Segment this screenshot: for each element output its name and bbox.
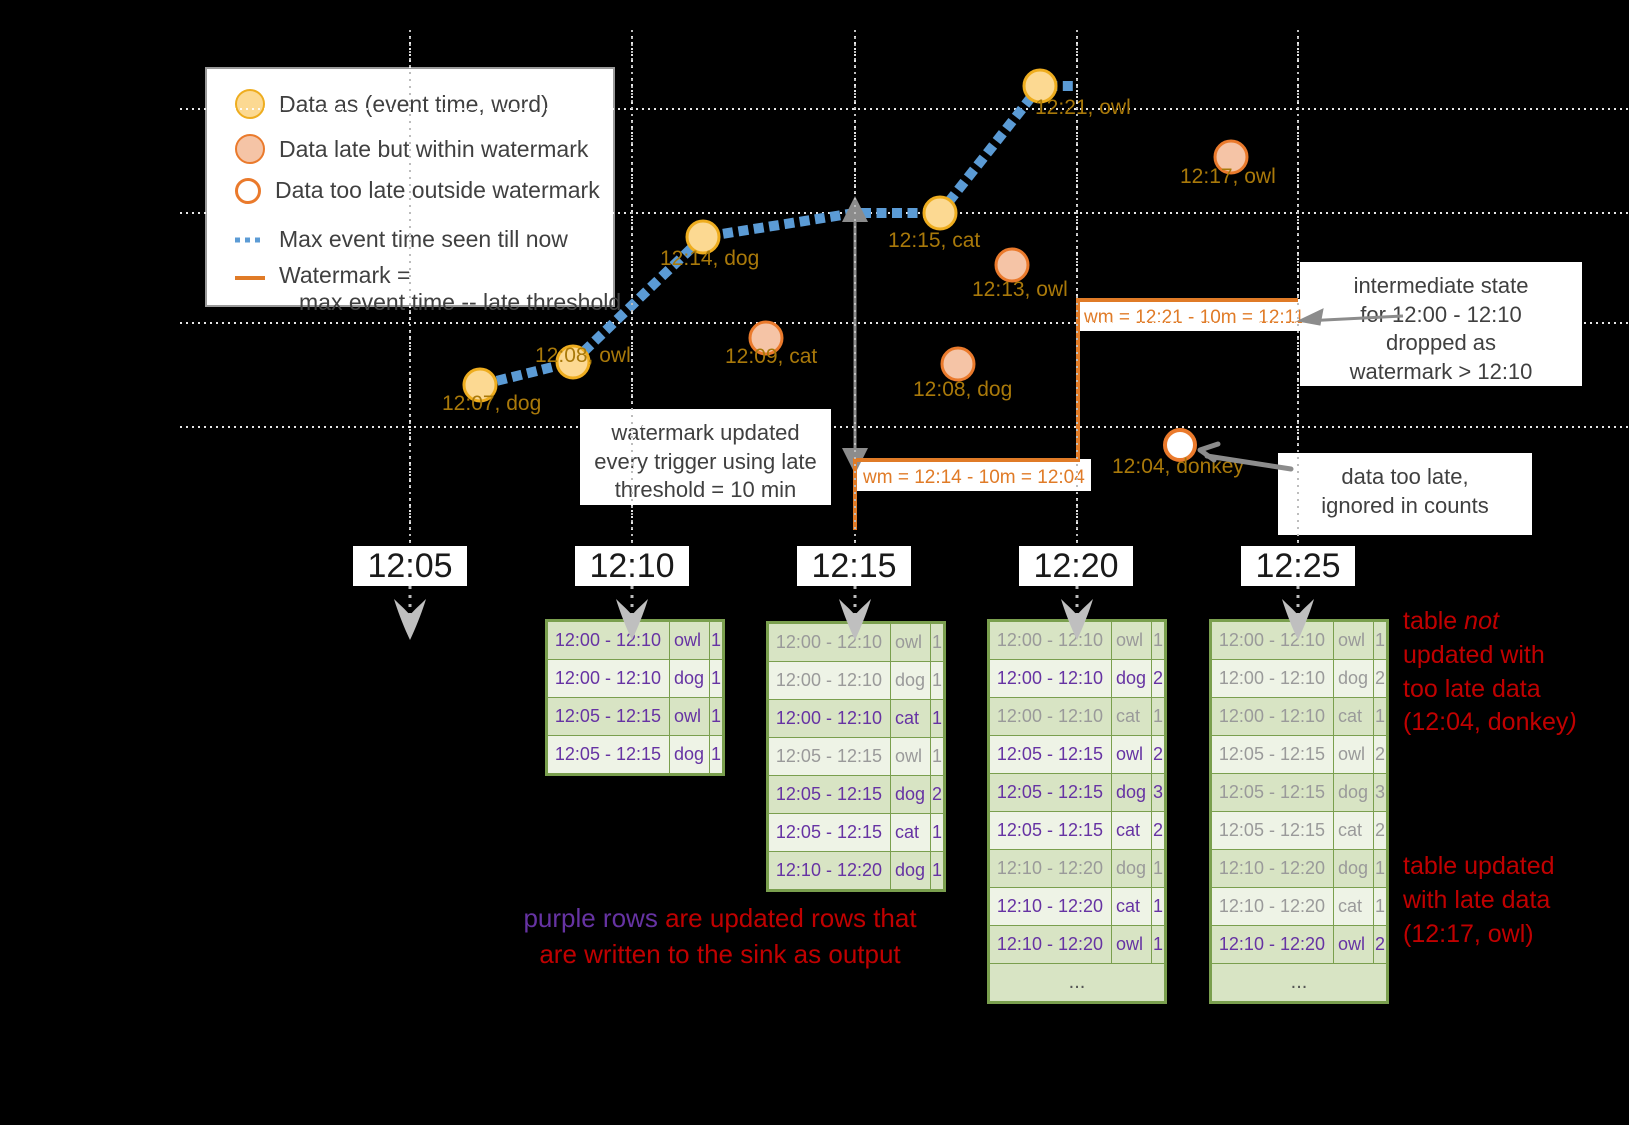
svg-text:12:09, cat: 12:09, cat xyxy=(725,345,817,368)
svg-text:12:17, owl: 12:17, owl xyxy=(1180,165,1276,188)
svg-text:12:13, owl: 12:13, owl xyxy=(972,278,1068,301)
svg-text:12:08, owl: 12:08, owl xyxy=(535,344,631,367)
svg-text:12:15, cat: 12:15, cat xyxy=(888,229,980,252)
svg-text:12:14, dog: 12:14, dog xyxy=(660,247,759,270)
svg-text:12:21, owl: 12:21, owl xyxy=(1035,96,1131,119)
svg-text:12:07, dog: 12:07, dog xyxy=(442,392,541,415)
svg-text:12:08, dog: 12:08, dog xyxy=(913,378,1012,401)
